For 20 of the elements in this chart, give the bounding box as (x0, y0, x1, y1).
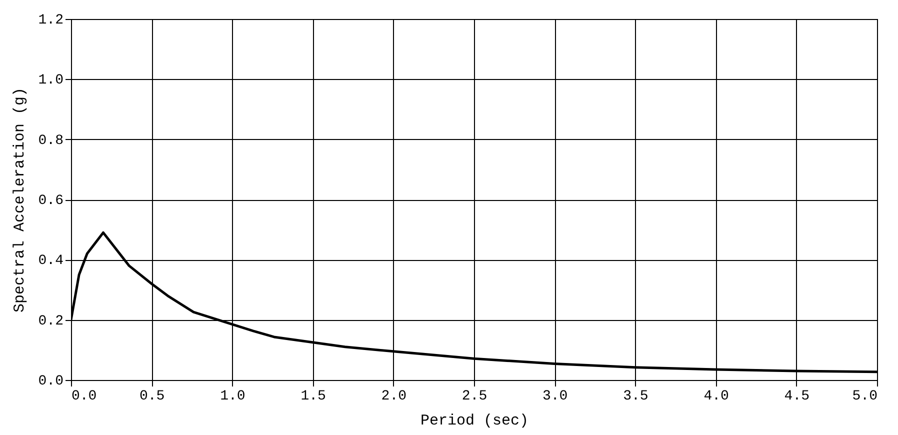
x-tick-label: 3.5 (623, 388, 648, 404)
x-tick-label: 5.0 (852, 388, 878, 404)
x-tick-label: 1.5 (300, 388, 326, 404)
y-tick-label: 1.2 (38, 12, 64, 28)
y-tick-label: 0.0 (38, 374, 64, 390)
x-axis-title: Period (sec) (420, 412, 529, 430)
y-tick-label: 0.2 (38, 313, 64, 330)
x-tick-label: 2.0 (381, 388, 407, 404)
y-tick-label: 0.6 (38, 193, 64, 209)
x-tick-label: 0.0 (72, 388, 97, 404)
y-tick-label: 0.4 (38, 253, 64, 270)
x-tick-label: 4.5 (784, 388, 810, 404)
y-tick-label: 0.8 (38, 132, 64, 149)
x-tick-label: 1.0 (220, 388, 246, 404)
x-tick-label: 4.0 (704, 388, 729, 404)
y-tick-label: 1.0 (38, 72, 64, 89)
x-tick-label: 3.0 (542, 388, 568, 404)
x-tick-label: 2.5 (462, 388, 488, 404)
x-tick-label: 0.5 (139, 388, 165, 404)
y-axis-title: Spectral Acceleration (g) (11, 87, 28, 313)
